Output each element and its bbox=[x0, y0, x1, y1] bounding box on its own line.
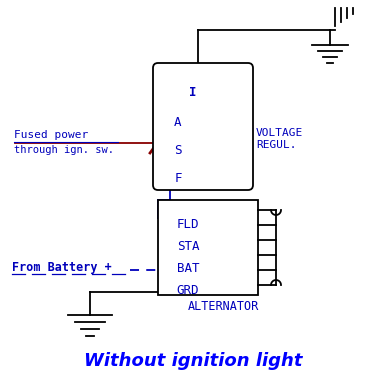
Text: Without ignition light: Without ignition light bbox=[84, 352, 302, 370]
Text: From Battery +: From Battery + bbox=[12, 261, 112, 274]
Text: ALTERNATOR: ALTERNATOR bbox=[188, 300, 259, 313]
Text: BAT: BAT bbox=[177, 262, 199, 275]
Text: S: S bbox=[174, 144, 182, 157]
Text: F: F bbox=[174, 172, 182, 185]
FancyBboxPatch shape bbox=[153, 63, 253, 190]
Text: GRD: GRD bbox=[177, 284, 199, 297]
Text: Fused power: Fused power bbox=[14, 130, 88, 140]
Text: I: I bbox=[189, 86, 197, 99]
Text: STA: STA bbox=[177, 240, 199, 253]
Bar bbox=[158, 200, 258, 295]
Text: A: A bbox=[174, 116, 182, 129]
Text: VOLTAGE
REGUL.: VOLTAGE REGUL. bbox=[256, 128, 303, 150]
Text: FLD: FLD bbox=[177, 218, 199, 231]
Text: through ign. sw.: through ign. sw. bbox=[14, 145, 114, 155]
